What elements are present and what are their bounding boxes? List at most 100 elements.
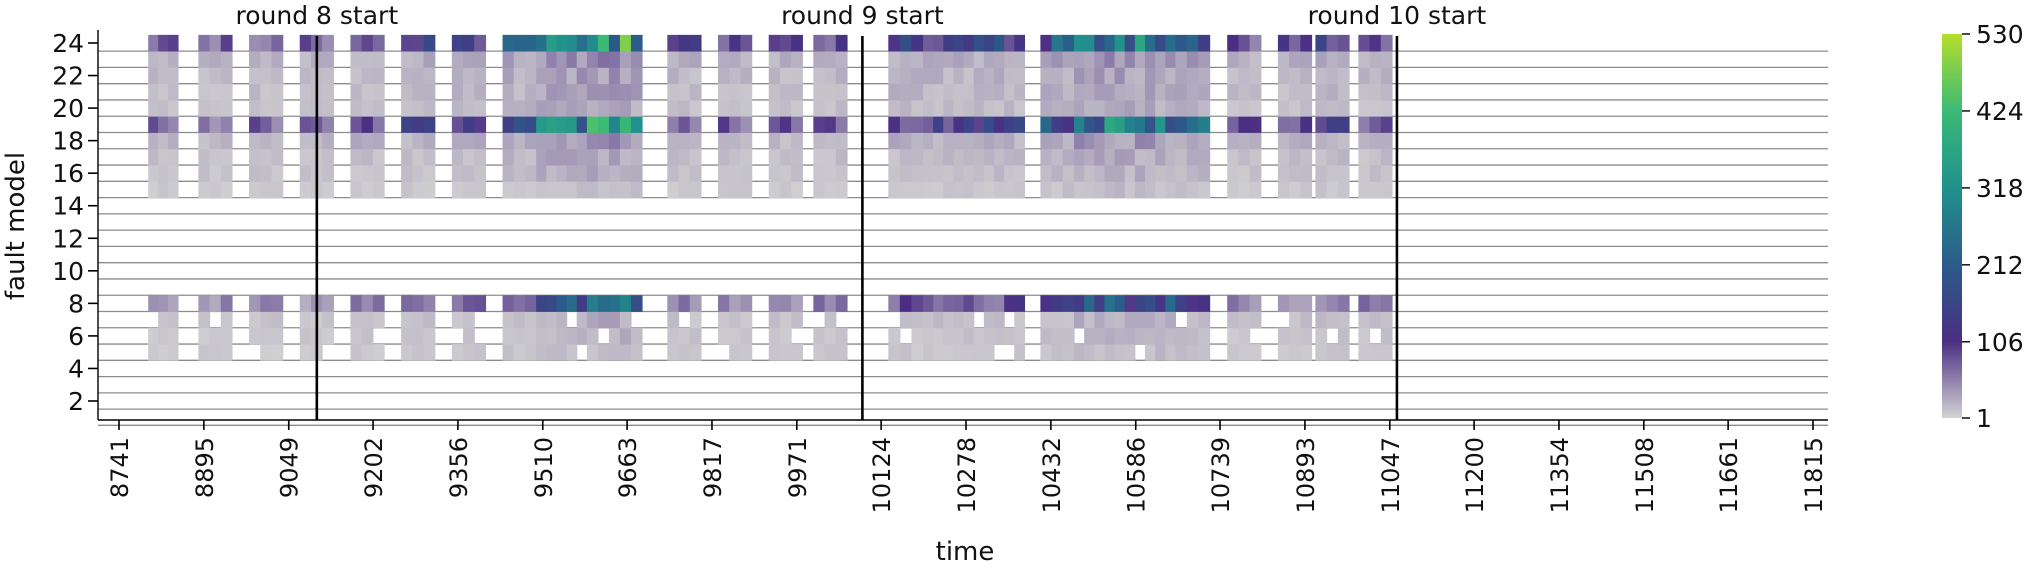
heatmap-cell [768,99,781,117]
x-tick-label: 9049 [276,437,304,498]
heatmap-cell [1238,99,1251,117]
heatmap-cell [148,148,159,166]
heatmap-cell [148,165,159,182]
heatmap-cell [260,344,273,361]
heatmap-cell [372,83,385,101]
heatmap-cell [1249,165,1262,182]
heatmap-cell [546,99,558,117]
heatmap-cell [824,181,837,198]
heatmap-cell [249,99,261,117]
heatmap-cell [576,83,588,101]
heatmap-cell [524,295,537,312]
heatmap-cell [1084,181,1095,198]
heatmap-cell [1094,165,1106,182]
heatmap-cell [1238,327,1251,345]
heatmap-cell [423,99,436,117]
heatmap-cell [953,148,965,166]
heatmap-cell [993,83,1005,101]
heatmap-cell [943,344,955,361]
heatmap-cell [953,311,965,329]
heatmap-cell [619,311,632,329]
heatmap-cell [667,311,680,329]
heatmap-cell [556,99,568,117]
heatmap-cell [1124,67,1136,85]
heatmap-cell [1227,181,1240,198]
heatmap-cell [740,344,753,361]
heatmap-cell [220,34,233,52]
heatmap-cell [597,34,610,52]
heatmap-cell [1175,116,1188,133]
heatmap-cell [502,51,515,68]
heatmap-cell [1326,311,1339,329]
heatmap-cell [1144,311,1156,329]
heatmap-cell [1277,116,1290,133]
heatmap-cell [299,132,312,150]
heatmap-cell [513,165,526,182]
heatmap-cell [768,132,781,150]
heatmap-cell [556,132,568,150]
heatmap-cell [1326,116,1339,133]
heatmap-cell [463,116,475,133]
x-tick-label: 11200 [1461,437,1489,513]
heatmap-cell [451,165,464,182]
heatmap-cell [943,148,955,166]
heatmap-cell [423,344,436,361]
heatmap-cell [630,344,643,361]
heatmap-cell [322,295,334,312]
heatmap-cell [1144,344,1156,361]
heatmap-cell [1198,344,1211,361]
heatmap-cell [463,344,475,361]
heatmap-cell [586,99,599,117]
heatmap-cell [888,83,901,101]
heatmap-cell [209,327,222,345]
heatmap-cell [993,311,1005,329]
heatmap-cell [1084,165,1095,182]
heatmap-cell [813,83,826,101]
heatmap-cell [350,165,363,182]
heatmap-cell [546,132,558,150]
heatmap-cell [1094,67,1106,85]
heatmap-cell [299,34,312,52]
heatmap-cell [1238,51,1251,68]
heatmap-cell [1186,67,1199,85]
heatmap-cell [619,34,632,52]
heatmap-cell [1014,99,1026,117]
heatmap-cell [158,34,169,52]
heatmap-cell [718,148,730,166]
heatmap-cell [888,165,901,182]
heatmap-cell [630,148,643,166]
heatmap-cell [1358,67,1371,85]
heatmap-cell [463,132,475,150]
heatmap-cell [299,327,312,345]
heatmap-cell [148,34,159,52]
heatmap-cell [1175,51,1188,68]
heatmap-cell [608,148,621,166]
heatmap-cell [791,67,803,85]
heatmap-cell [718,311,730,329]
heatmap-cell [1104,51,1116,68]
heatmap-cell [1014,116,1026,133]
heatmap-cell [791,83,803,101]
heatmap-cell [608,67,621,85]
heatmap-cell [502,99,515,117]
heatmap-cell [1062,51,1075,68]
heatmap-cell [271,51,284,68]
heatmap-cell [1104,99,1116,117]
heatmap-cell [1238,34,1251,52]
heatmap-cell [1300,51,1313,68]
heatmap-cell [608,34,621,52]
heatmap-cell [198,83,211,101]
heatmap-cell [824,83,837,101]
heatmap-cell [1165,295,1177,312]
heatmap-cell [1238,132,1251,150]
heatmap-cell [361,344,374,361]
heatmap-cell [1040,67,1053,85]
heatmap-cell [1014,67,1026,85]
heatmap-cell [1014,165,1026,182]
heatmap-cell [1104,311,1116,329]
heatmap-cell [361,83,374,101]
heatmap-cell [1104,116,1116,133]
heatmap-cell [1337,67,1350,85]
x-tick-label: 9510 [530,437,558,498]
heatmap-cell [1277,165,1290,182]
